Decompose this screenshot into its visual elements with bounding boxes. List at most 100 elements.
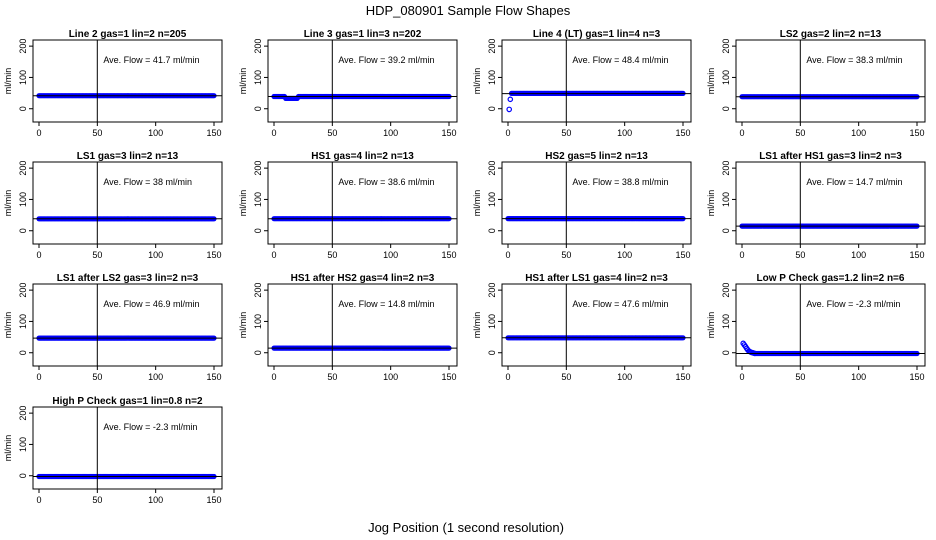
x-tick-label: 150: [206, 372, 221, 382]
x-tick-label: 150: [909, 250, 924, 260]
y-axis-label: ml/min: [3, 312, 13, 339]
x-tick-label: 150: [675, 128, 690, 138]
x-tick-label: 50: [795, 372, 805, 382]
y-tick-label: 0: [18, 106, 28, 111]
x-tick-label: 100: [851, 250, 866, 260]
panel-grid: Line 2 gas=1 lin=2 n=205 Ave. Flow = 41.7…: [3, 29, 926, 505]
x-tick-label: 50: [92, 495, 102, 505]
chart-panel: LS1 after HS1 gas=3 lin=2 n=3 Ave. Flow =…: [706, 151, 926, 260]
average-annotation: Ave. Flow = -2.3 ml/min: [806, 299, 900, 309]
y-axis-label: ml/min: [238, 312, 248, 339]
data-point: [506, 106, 513, 113]
y-tick-label: 200: [18, 161, 28, 176]
y-tick-label: 100: [721, 314, 731, 329]
x-tick-label: 150: [441, 250, 456, 260]
y-tick-label: 200: [721, 39, 731, 54]
y-axis-label: ml/min: [3, 435, 13, 462]
y-tick-label: 0: [487, 106, 497, 111]
panel-title: Line 3 gas=1 lin=3 n=202: [304, 29, 422, 40]
x-tick-label: 150: [441, 128, 456, 138]
x-tick-label: 100: [383, 372, 398, 382]
y-tick-label: 200: [18, 39, 28, 54]
x-tick-label: 100: [617, 128, 632, 138]
y-tick-label: 100: [721, 70, 731, 85]
y-axis-label: ml/min: [3, 68, 13, 95]
panel-title: HS1 after LS1 gas=4 lin=2 n=3: [525, 273, 668, 284]
plot-frame: [267, 283, 458, 367]
plot-frame: [735, 39, 926, 123]
y-tick-label: 100: [18, 70, 28, 85]
x-tick-label: 150: [206, 250, 221, 260]
plot-frame: [32, 406, 223, 490]
x-tick-label: 50: [327, 372, 337, 382]
chart-panel: HS1 after HS2 gas=4 lin=2 n=3 Ave. Flow =…: [238, 273, 458, 382]
y-tick-label: 200: [487, 283, 497, 298]
x-tick-label: 150: [206, 128, 221, 138]
panel-title: LS2 gas=2 lin=2 n=13: [780, 29, 882, 40]
average-annotation: Ave. Flow = -2.3 ml/min: [103, 422, 197, 432]
y-tick-label: 200: [253, 283, 263, 298]
y-tick-label: 0: [18, 350, 28, 355]
x-tick-label: 0: [36, 495, 41, 505]
panel-title: Low P Check gas=1.2 lin=2 n=6: [757, 273, 905, 284]
y-axis-label: ml/min: [706, 312, 716, 339]
chart-panel: Line 3 gas=1 lin=3 n=202 Ave. Flow = 39.2…: [238, 29, 458, 138]
x-tick-label: 0: [739, 128, 744, 138]
plot-frame: [267, 161, 458, 245]
average-annotation: Ave. Flow = 38.6 ml/min: [338, 177, 434, 187]
y-tick-label: 200: [721, 161, 731, 176]
x-tick-label: 50: [561, 128, 571, 138]
plot-frame: [501, 283, 692, 367]
x-tick-label: 0: [271, 128, 276, 138]
panel-title: HS1 after HS2 gas=4 lin=2 n=3: [291, 273, 435, 284]
x-tick-label: 50: [92, 250, 102, 260]
average-annotation: Ave. Flow = 39.2 ml/min: [338, 55, 434, 65]
y-tick-label: 200: [487, 161, 497, 176]
average-annotation: Ave. Flow = 46.9 ml/min: [103, 299, 199, 309]
y-axis-label: ml/min: [3, 190, 13, 217]
panel-title: LS1 after LS2 gas=3 lin=2 n=3: [57, 273, 199, 284]
y-axis-label: ml/min: [472, 312, 482, 339]
x-tick-label: 50: [795, 250, 805, 260]
y-tick-label: 100: [721, 192, 731, 207]
y-tick-label: 100: [18, 314, 28, 329]
chart-panel: HS2 gas=5 lin=2 n=13 Ave. Flow = 38.8 ml/…: [472, 151, 692, 260]
x-tick-label: 150: [675, 372, 690, 382]
chart-panel: HS1 after LS1 gas=4 lin=2 n=3 Ave. Flow =…: [472, 273, 692, 382]
x-tick-label: 100: [148, 128, 163, 138]
average-annotation: Ave. Flow = 38.8 ml/min: [572, 177, 668, 187]
y-tick-label: 100: [18, 192, 28, 207]
figure-title: HDP_080901 Sample Flow Shapes: [366, 3, 571, 18]
average-annotation: Ave. Flow = 48.4 ml/min: [572, 55, 668, 65]
plot-frame: [501, 39, 692, 123]
x-tick-label: 150: [441, 372, 456, 382]
y-axis-label: ml/min: [238, 190, 248, 217]
x-tick-label: 100: [148, 372, 163, 382]
panel-title: LS1 after HS1 gas=3 lin=2 n=3: [759, 151, 902, 162]
chart-panel: High P Check gas=1 lin=0.8 n=2 Ave. Flow …: [3, 396, 223, 505]
chart-panel: Line 2 gas=1 lin=2 n=205 Ave. Flow = 41.7…: [3, 29, 223, 138]
y-tick-label: 0: [721, 350, 731, 355]
y-tick-label: 200: [721, 283, 731, 298]
x-tick-label: 50: [92, 372, 102, 382]
x-tick-label: 50: [561, 250, 571, 260]
x-tick-label: 0: [36, 128, 41, 138]
y-tick-label: 0: [253, 106, 263, 111]
average-annotation: Ave. Flow = 38 ml/min: [103, 177, 192, 187]
x-tick-label: 0: [505, 250, 510, 260]
y-tick-label: 100: [253, 314, 263, 329]
x-tick-label: 100: [617, 250, 632, 260]
x-tick-label: 100: [851, 372, 866, 382]
plot-frame: [735, 283, 926, 367]
x-tick-label: 0: [505, 372, 510, 382]
plot-frame: [267, 39, 458, 123]
chart-panel: LS1 after LS2 gas=3 lin=2 n=3 Ave. Flow =…: [3, 273, 223, 382]
y-tick-label: 100: [487, 314, 497, 329]
x-tick-label: 100: [617, 372, 632, 382]
y-axis-label: ml/min: [238, 68, 248, 95]
panel-title: HS1 gas=4 lin=2 n=13: [311, 151, 414, 162]
y-axis-label: ml/min: [706, 68, 716, 95]
x-tick-label: 50: [561, 372, 571, 382]
x-tick-label: 100: [383, 250, 398, 260]
